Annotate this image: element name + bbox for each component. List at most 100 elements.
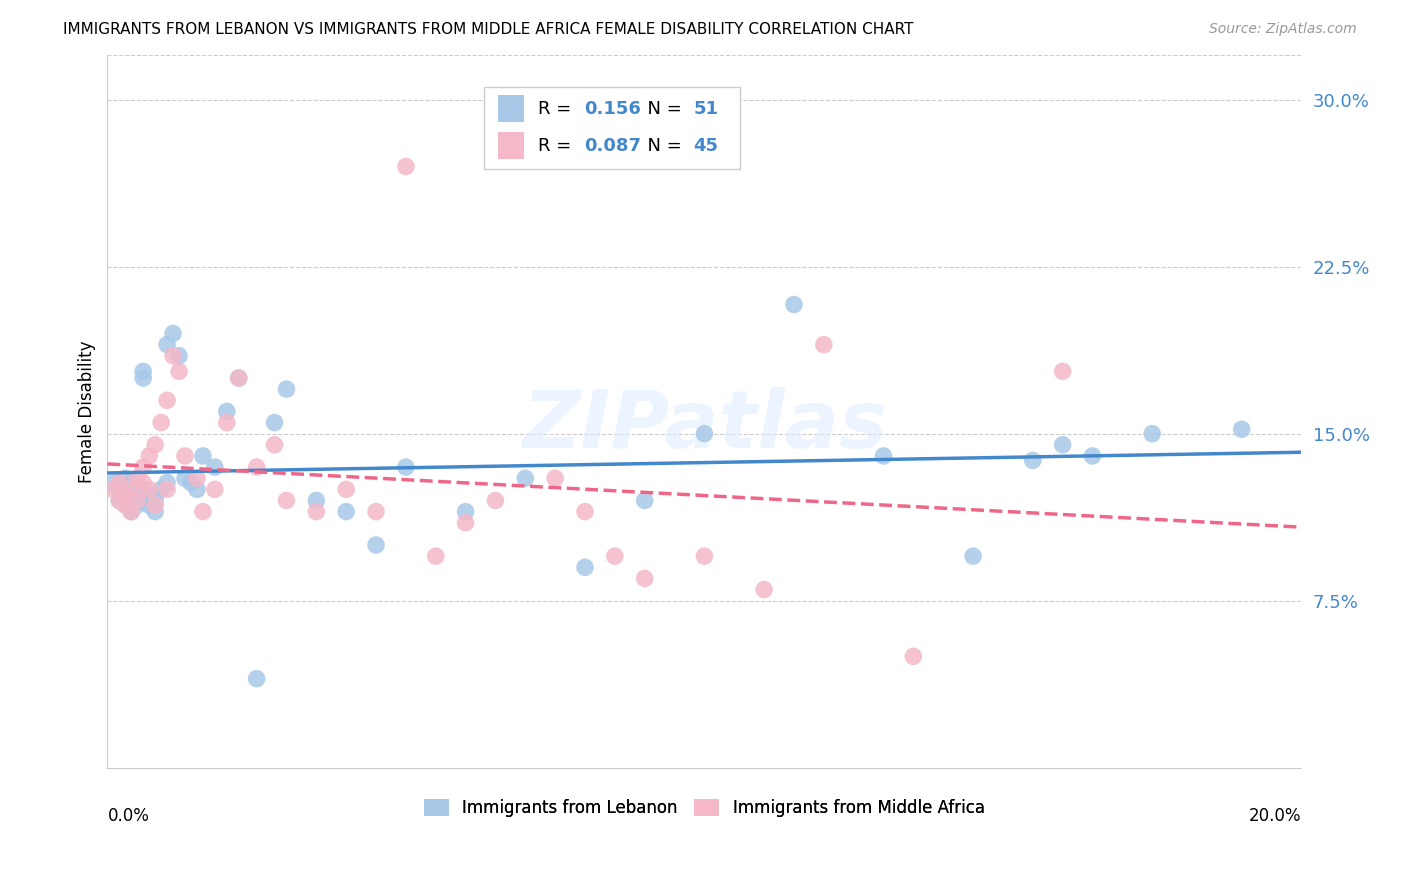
- Text: 0.0%: 0.0%: [107, 807, 149, 825]
- Text: IMMIGRANTS FROM LEBANON VS IMMIGRANTS FROM MIDDLE AFRICA FEMALE DISABILITY CORRE: IMMIGRANTS FROM LEBANON VS IMMIGRANTS FR…: [63, 22, 914, 37]
- Point: [204, 483, 226, 497]
- Point: [167, 364, 190, 378]
- Point: [364, 538, 387, 552]
- Point: [143, 505, 166, 519]
- FancyBboxPatch shape: [498, 95, 524, 122]
- Point: [246, 460, 269, 475]
- Point: [191, 449, 214, 463]
- Text: 45: 45: [693, 136, 718, 154]
- Point: [693, 549, 716, 563]
- Point: [143, 498, 166, 512]
- Point: [305, 493, 328, 508]
- Point: [150, 483, 173, 497]
- Point: [120, 489, 142, 503]
- Point: [1140, 426, 1163, 441]
- Point: [138, 449, 160, 463]
- Point: [263, 438, 285, 452]
- Point: [150, 416, 173, 430]
- Point: [132, 460, 155, 475]
- Point: [138, 498, 160, 512]
- Point: [132, 475, 155, 490]
- Point: [114, 489, 136, 503]
- Point: [634, 493, 657, 508]
- Point: [872, 449, 894, 463]
- Point: [215, 416, 238, 430]
- Point: [335, 483, 357, 497]
- Point: [395, 460, 418, 475]
- Point: [156, 475, 179, 490]
- Point: [603, 549, 626, 563]
- Point: [634, 571, 657, 585]
- Point: [132, 483, 155, 497]
- Point: [138, 483, 160, 497]
- Text: 20.0%: 20.0%: [1249, 807, 1302, 825]
- FancyBboxPatch shape: [484, 87, 740, 169]
- Point: [903, 649, 925, 664]
- Point: [544, 471, 567, 485]
- Point: [103, 475, 125, 490]
- Point: [813, 337, 835, 351]
- Point: [143, 438, 166, 452]
- Point: [156, 483, 179, 497]
- Point: [783, 297, 806, 311]
- Point: [228, 371, 250, 385]
- Point: [395, 160, 418, 174]
- Point: [108, 493, 131, 508]
- Point: [263, 416, 285, 430]
- Point: [114, 471, 136, 485]
- Point: [114, 498, 136, 512]
- Point: [186, 483, 208, 497]
- Point: [174, 449, 197, 463]
- Text: R =: R =: [538, 136, 578, 154]
- Point: [143, 493, 166, 508]
- Point: [574, 560, 596, 574]
- Point: [246, 672, 269, 686]
- Point: [276, 493, 298, 508]
- FancyBboxPatch shape: [498, 132, 524, 159]
- Point: [156, 337, 179, 351]
- Point: [120, 475, 142, 490]
- Point: [454, 505, 477, 519]
- Text: N =: N =: [637, 100, 688, 118]
- Point: [138, 489, 160, 503]
- Point: [167, 349, 190, 363]
- Point: [132, 371, 155, 385]
- Point: [228, 371, 250, 385]
- Point: [752, 582, 775, 597]
- Text: ZIPatlas: ZIPatlas: [522, 386, 887, 465]
- Point: [120, 505, 142, 519]
- Point: [127, 498, 149, 512]
- Point: [108, 483, 131, 497]
- Point: [305, 505, 328, 519]
- Point: [114, 483, 136, 497]
- Y-axis label: Female Disability: Female Disability: [79, 340, 96, 483]
- Point: [425, 549, 447, 563]
- Point: [162, 349, 184, 363]
- Point: [454, 516, 477, 530]
- Point: [114, 498, 136, 512]
- Point: [191, 505, 214, 519]
- Point: [515, 471, 537, 485]
- Point: [108, 475, 131, 490]
- Point: [127, 493, 149, 508]
- Point: [127, 471, 149, 485]
- Point: [156, 393, 179, 408]
- Text: 0.156: 0.156: [583, 100, 641, 118]
- Point: [364, 505, 387, 519]
- Point: [180, 475, 202, 490]
- Point: [120, 505, 142, 519]
- Point: [127, 493, 149, 508]
- Point: [120, 483, 142, 497]
- Point: [1052, 438, 1074, 452]
- Point: [108, 493, 131, 508]
- Point: [127, 483, 149, 497]
- Point: [574, 505, 596, 519]
- Point: [276, 382, 298, 396]
- Legend: Immigrants from Lebanon, Immigrants from Middle Africa: Immigrants from Lebanon, Immigrants from…: [418, 792, 991, 823]
- Point: [132, 364, 155, 378]
- Point: [204, 460, 226, 475]
- Point: [162, 326, 184, 341]
- Point: [174, 471, 197, 485]
- Point: [103, 483, 125, 497]
- Point: [186, 471, 208, 485]
